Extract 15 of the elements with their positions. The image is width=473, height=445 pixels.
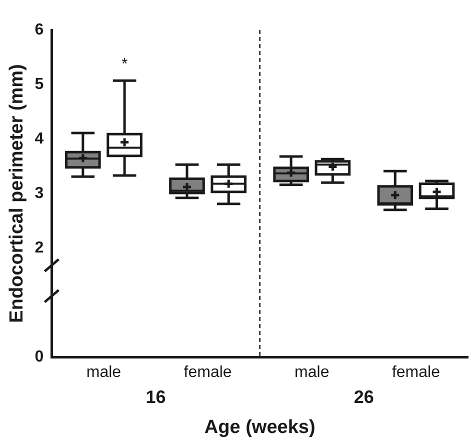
y-tick-label: 4: [34, 130, 44, 148]
y-axis-title: Endocortical perimeter (mm): [6, 64, 28, 323]
x-tick-label: male: [86, 364, 122, 382]
text: 26: [354, 386, 374, 407]
y-tick-label: 6: [34, 21, 44, 38]
y-tick-label: 0: [34, 348, 44, 366]
x-tick-label: female: [184, 364, 232, 382]
x-axis-title: Age (weeks): [204, 416, 316, 438]
x-tick-label: male: [294, 364, 330, 382]
y-tick-label: 2: [34, 239, 44, 256]
text: 16: [146, 386, 166, 407]
y-tick-label: 3: [34, 184, 44, 202]
y-tick-label: 5: [34, 76, 44, 93]
annotation: *: [121, 56, 128, 74]
x-tick-label: female: [392, 364, 440, 382]
